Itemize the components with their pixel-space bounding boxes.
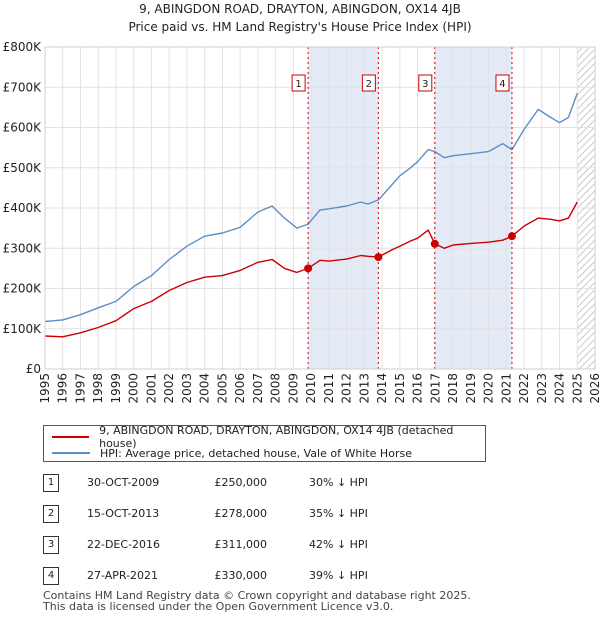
- legend-label-hpi: HPI: Average price, detached house, Vale…: [100, 446, 412, 460]
- table-row: 3 22-DEC-2016 £311,000 42% ↓ HPI: [43, 536, 443, 556]
- transaction-date: 22-DEC-2016: [87, 538, 161, 551]
- transaction-price: £250,000: [214, 476, 268, 489]
- plot-area: £0 £100K £200K £300K £400K £500K £600K £700K £80…: [3, 40, 600, 404]
- chart-legend: 9, ABINGDON ROAD, DRAYTON, ABINGDON, OX1…: [43, 424, 486, 462]
- x-tick-label: 2025: [570, 373, 584, 404]
- x-tick-label: 2005: [215, 373, 229, 404]
- transaction-date: 27-APR-2021: [87, 569, 159, 582]
- y-tick-label: £200K: [3, 282, 43, 296]
- transaction-badge: 2: [43, 505, 59, 523]
- x-tick-label: 2016: [411, 373, 425, 404]
- transaction-point: [304, 264, 313, 273]
- transaction-label-box: [495, 74, 510, 92]
- x-tick-label: 2006: [233, 373, 247, 404]
- x-tick-label: 2020: [482, 373, 496, 404]
- x-tick-label: 1998: [91, 373, 105, 404]
- y-tick-label: £400K: [3, 201, 43, 215]
- legend-label-property: 9, ABINGDON ROAD, DRAYTON, ABINGDON, OX1…: [99, 424, 454, 450]
- x-tick-label: 2017: [428, 373, 442, 404]
- transaction-point: [430, 239, 439, 248]
- price-chart: 9, ABINGDON ROAD, DRAYTON, ABINGDON, OX1…: [3, 2, 600, 404]
- x-tick-label: 2014: [375, 373, 389, 404]
- transaction-label-box: [291, 74, 306, 92]
- x-tick-label: 2018: [446, 373, 460, 404]
- transaction-label: 1: [295, 79, 301, 90]
- transaction-date: 15-OCT-2013: [87, 507, 160, 520]
- transaction-hpi-diff: 30% ↓ HPI: [309, 476, 368, 489]
- x-tick-label: 2012: [340, 373, 354, 404]
- x-tick-label: 2015: [393, 373, 407, 404]
- footer-line-2: This data is licensed under the Open Gov…: [43, 600, 394, 613]
- y-tick-label: £300K: [3, 241, 43, 255]
- plot-frame: [44, 46, 596, 370]
- chart-title: 9, ABINGDON ROAD, DRAYTON, ABINGDON, OX1…: [139, 2, 461, 16]
- x-tick-label: 1999: [109, 373, 123, 404]
- table-row: 1 30-OCT-2009 £250,000 30% ↓ HPI: [43, 474, 443, 494]
- x-tick-label: 2022: [517, 373, 531, 404]
- transaction-badge: 3: [43, 536, 59, 554]
- legend-swatch-hpi: [52, 452, 90, 454]
- x-tick-label: 2023: [535, 373, 549, 404]
- footer-line-1: Contains HM Land Registry data © Crown c…: [43, 589, 471, 602]
- legend-item-hpi: HPI: Average price, detached house, Vale…: [52, 445, 412, 461]
- chart-subtitle: Price paid vs. HM Land Registry's House …: [128, 20, 471, 34]
- transaction-price: £311,000: [214, 538, 268, 551]
- x-tick-label: 2021: [499, 373, 513, 404]
- transaction-hpi-diff: 35% ↓ HPI: [309, 507, 368, 520]
- y-tick-label: £700K: [3, 80, 43, 94]
- y-tick-label: £500K: [3, 161, 43, 175]
- x-tick-label: 2001: [144, 373, 158, 404]
- x-tick-label: 2019: [464, 373, 478, 404]
- transaction-hpi-diff: 39% ↓ HPI: [309, 569, 368, 582]
- x-tick-label: 2024: [553, 373, 567, 404]
- x-tick-label: 2007: [251, 373, 265, 404]
- transaction-badge: 1: [43, 474, 59, 492]
- x-tick-label: 2013: [357, 373, 371, 404]
- transaction-label: 3: [422, 79, 428, 90]
- transaction-badge: 4: [43, 567, 59, 585]
- transaction-point: [374, 253, 383, 262]
- x-tick-label: 2011: [322, 373, 336, 404]
- series-line-hpi: [44, 93, 578, 323]
- transaction-date: 30-OCT-2009: [87, 476, 160, 489]
- transaction-hpi-diff: 42% ↓ HPI: [309, 538, 368, 551]
- transaction-label: 4: [499, 79, 505, 90]
- transaction-price: £278,000: [214, 507, 268, 520]
- legend-item-property: 9, ABINGDON ROAD, DRAYTON, ABINGDON, OX1…: [52, 424, 485, 450]
- transaction-point: [507, 232, 516, 241]
- x-tick-label: 2002: [162, 373, 176, 404]
- x-tick-label: 2009: [286, 373, 300, 404]
- table-row: 2 15-OCT-2013 £278,000 35% ↓ HPI: [43, 505, 443, 525]
- x-tick-label: 1995: [38, 373, 52, 404]
- x-tick-label: 2026: [588, 373, 600, 404]
- x-tick-label: 2008: [269, 373, 283, 404]
- y-tick-label: £100K: [3, 322, 43, 336]
- x-tick-label: 1996: [56, 373, 70, 404]
- table-row: 4 27-APR-2021 £330,000 39% ↓ HPI: [43, 567, 443, 587]
- x-tick-label: 2010: [304, 373, 318, 404]
- legend-swatch-property: [52, 436, 90, 438]
- x-tick-label: 2004: [198, 373, 212, 404]
- series-line-property: [44, 201, 578, 338]
- transaction-price: £330,000: [214, 569, 268, 582]
- footer-attribution: Contains HM Land Registry data © Crown c…: [43, 590, 471, 612]
- x-tick-label: 2003: [180, 373, 194, 404]
- y-tick-label: £800K: [3, 40, 43, 54]
- transaction-label-box: [361, 74, 376, 92]
- x-tick-label: 1997: [73, 373, 87, 404]
- x-tick-label: 2000: [127, 373, 141, 404]
- y-tick-label: £600K: [3, 121, 43, 135]
- y-tick-label: £0: [26, 362, 41, 376]
- transaction-label: 2: [366, 79, 372, 90]
- transaction-label-box: [418, 74, 433, 92]
